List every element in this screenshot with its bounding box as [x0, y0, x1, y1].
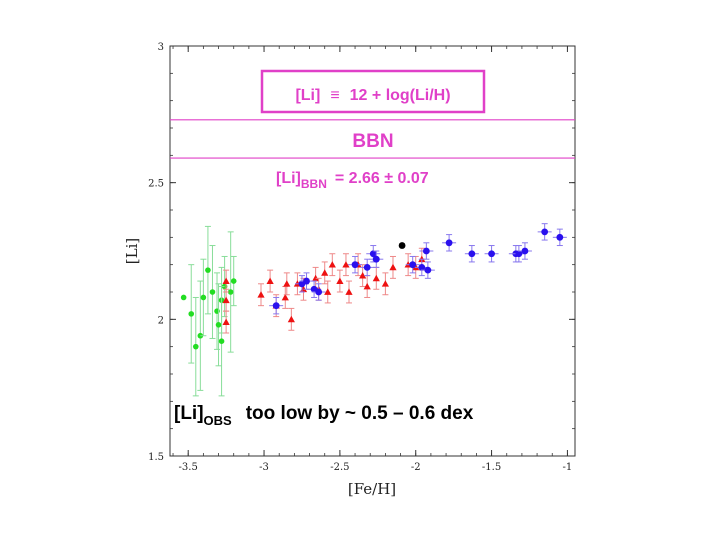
obs-text: [Li]OBS too low by ~ 0.5 – 0.6 dex — [174, 403, 474, 428]
axis-ticks: -3.5 -3 -2.5 -2 -1.5 -1 1.5 2 2.5 3 — [148, 42, 575, 473]
x-tick-label: -2.5 — [330, 462, 349, 473]
data-marks — [180, 223, 567, 397]
data-point-triangle — [222, 277, 230, 284]
data-point-triangle — [363, 282, 371, 290]
data-point-circle — [209, 289, 216, 295]
data-point-circle — [315, 288, 323, 296]
data-point-circle — [215, 322, 222, 328]
data-point-circle — [424, 266, 432, 274]
data-point-circle — [418, 264, 426, 271]
data-point-circle — [468, 250, 476, 258]
data-point-triangle — [266, 277, 274, 284]
data-point-circle — [272, 302, 280, 310]
data-point-circle — [445, 239, 453, 247]
data-point-circle — [303, 277, 310, 285]
data-point-triangle — [324, 288, 332, 295]
data-point-triangle — [381, 280, 389, 287]
data-point-circle — [192, 343, 199, 350]
y-tick-label: 2.5 — [148, 179, 164, 190]
data-point-circle — [398, 242, 406, 249]
data-point-triangle — [321, 269, 329, 276]
data-point-triangle — [336, 277, 344, 284]
x-tick-label: -1.5 — [482, 462, 501, 473]
bbn-value-text: [Li]BBN = 2.66 ± 0.07 — [276, 170, 429, 191]
data-point-triangle — [287, 315, 295, 323]
data-point-circle — [197, 332, 204, 339]
x-tick-label: -3 — [259, 462, 269, 473]
data-point-circle — [180, 294, 187, 301]
data-point-triangle — [345, 288, 353, 295]
data-point-triangle — [257, 291, 265, 298]
data-point-circle — [521, 247, 529, 255]
data-point-circle — [218, 338, 225, 345]
data-point-circle — [230, 278, 237, 284]
plot-frame — [169, 45, 576, 457]
data-point-circle — [227, 289, 234, 295]
data-point-circle — [556, 233, 564, 241]
data-point-circle — [409, 261, 417, 269]
data-point-circle — [363, 264, 371, 271]
data-point-circle — [422, 247, 430, 255]
y-axis-label: [Li] — [123, 238, 141, 264]
data-point-circle — [205, 267, 211, 273]
data-point-triangle — [359, 272, 367, 279]
data-point-triangle — [222, 318, 230, 325]
y-tick-label: 2 — [158, 315, 164, 326]
data-point-circle — [372, 255, 380, 263]
definition-text: [Li] ≡ 12 + log(Li/H) — [295, 87, 450, 104]
data-point-circle — [188, 311, 195, 317]
data-point-triangle — [389, 263, 397, 271]
data-point-circle — [369, 250, 377, 258]
x-tick-label: -1 — [563, 462, 573, 473]
x-tick-label: -2 — [411, 462, 421, 473]
bbn-label: BBN — [352, 131, 393, 152]
data-point-circle — [541, 228, 549, 236]
y-tick-label: 3 — [158, 42, 164, 53]
data-point-triangle — [372, 274, 380, 282]
data-point-circle — [351, 261, 359, 269]
data-point-triangle — [342, 261, 350, 268]
data-point-circle — [488, 250, 495, 258]
data-point-triangle — [281, 293, 289, 301]
data-point-triangle — [312, 274, 320, 282]
data-point-circle — [200, 294, 207, 301]
y-tick-label: 1.5 — [148, 452, 164, 463]
data-point-triangle — [283, 280, 291, 287]
x-axis-label: [Fe/H] — [348, 480, 396, 498]
data-point-triangle — [328, 261, 336, 268]
definition-box — [260, 69, 486, 114]
data-point-circle — [515, 250, 523, 258]
data-point-triangle — [222, 296, 230, 304]
x-tick-label: -3.5 — [179, 462, 198, 473]
